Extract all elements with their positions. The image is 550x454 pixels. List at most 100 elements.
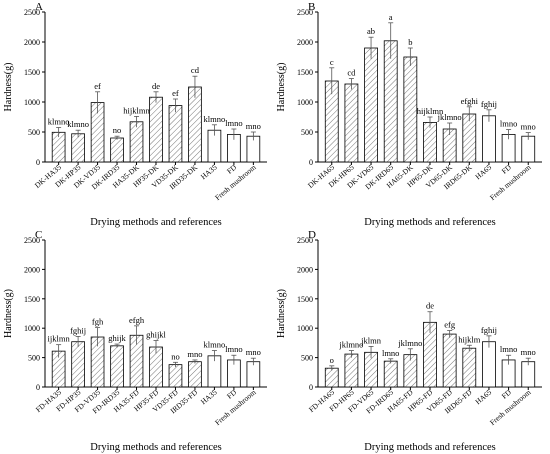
chart-panel-d: D05001000150020002500Hardness(g)oFD-HA65… [276,229,542,453]
data-label: jklmno [397,338,422,348]
y-tick-label: 0 [36,158,40,167]
panel-label: B [308,1,315,13]
y-tick-label: 1000 [297,324,313,333]
data-label: fghij [481,99,497,109]
x-tick-label: HA35 [199,162,219,181]
data-label: lmno [382,348,399,358]
y-axis-title: Hardness(g) [3,289,14,338]
data-label: lmno [500,344,517,354]
y-tick-label: 500 [301,354,313,363]
data-label: mno [521,122,536,132]
data-label: ghijkl [146,330,166,340]
bar [324,367,339,388]
panel-label: A [35,1,43,13]
chart-panel-b: B05001000150020002500Hardness(g)cDK-HA65… [276,1,542,228]
data-label: ghijk [108,333,126,343]
x-tick-label: FD [225,162,239,175]
y-tick-label: 2000 [297,38,313,47]
data-label: efgh [129,315,145,325]
y-tick-label: 1500 [297,295,313,304]
y-axis-title: Hardness(g) [276,289,287,338]
y-tick-label: 500 [301,128,313,137]
y-tick-label: 1500 [24,68,40,77]
data-label: klmno [204,340,226,350]
panel-label: C [35,229,42,241]
y-tick-label: 2500 [297,236,313,245]
data-label: cd [191,65,200,75]
bar [482,341,496,388]
y-tick-label: 0 [309,158,313,167]
y-tick-label: 2000 [24,38,40,47]
data-label: fgh [92,317,104,327]
bar [71,341,85,388]
data-label: jklmno [338,340,363,350]
x-tick-label: HA65 [473,162,493,181]
data-label: fghij [481,325,497,335]
y-tick-label: 1500 [24,295,40,304]
data-label: hijklmn [123,105,150,115]
bar [149,96,163,163]
data-label: ef [172,88,179,98]
y-axis-title: Hardness(g) [3,63,14,112]
bar [383,40,398,163]
data-label: fghij [70,325,86,335]
bar [129,121,144,163]
bar [110,345,124,388]
x-axis-title: Drying methods and references [364,442,496,453]
x-tick-label: FD [500,162,514,175]
data-label: efg [444,320,456,330]
bar [521,135,536,163]
x-axis-title: Drying methods and references [90,217,222,228]
data-label: ef [94,81,101,91]
bar [188,361,202,388]
data-label: mno [521,347,536,357]
x-tick-label: HA65 [473,387,493,406]
x-axis-title: Drying methods and references [90,442,222,453]
x-tick-label: HA35 [199,387,219,406]
data-label: c [330,57,334,67]
bar [364,47,378,163]
data-label: jklmn [360,335,382,345]
data-label: hijklm [458,334,481,344]
data-label: de [152,81,160,91]
y-tick-label: 2500 [297,8,313,17]
data-label: jklmno [437,112,462,122]
bar [168,364,183,388]
data-label: a [389,12,393,22]
data-label: lmno [225,118,242,128]
y-tick-label: 2000 [24,265,40,274]
data-label: ijklmn [48,334,71,344]
panel-label: D [308,229,316,241]
x-tick-label: FD [225,387,239,400]
data-label: ab [367,26,375,36]
data-label: b [408,37,412,47]
data-label: klmno [204,114,226,124]
y-tick-label: 0 [36,383,40,392]
bar [344,353,359,388]
bar [188,86,202,163]
bar [71,133,85,163]
data-label: lmno [225,344,242,354]
bar [344,83,359,163]
bar [521,361,536,388]
x-axis-title: Drying methods and references [364,217,496,228]
bar [110,137,124,163]
data-label: lmno [500,119,517,129]
y-tick-label: 1000 [24,98,40,107]
bar [168,105,183,163]
bar [482,115,496,163]
bar [462,347,477,388]
data-label: mno [246,121,261,131]
data-label: mno [187,349,202,359]
data-label: no [113,125,122,135]
data-label: de [426,301,434,311]
chart-panel-c: C 0 500 1000 1500 2000 2500 Hardness(g) ijklmn FD… [3,229,267,453]
y-tick-label: 500 [28,354,40,363]
y-tick-label: 1500 [297,68,313,77]
y-tick-label: 1000 [24,324,40,333]
y-tick-label: 0 [309,383,313,392]
y-tick-label: 2000 [297,265,313,274]
y-tick-label: 1000 [297,98,313,107]
data-label: no [171,351,180,361]
bar [423,122,437,163]
